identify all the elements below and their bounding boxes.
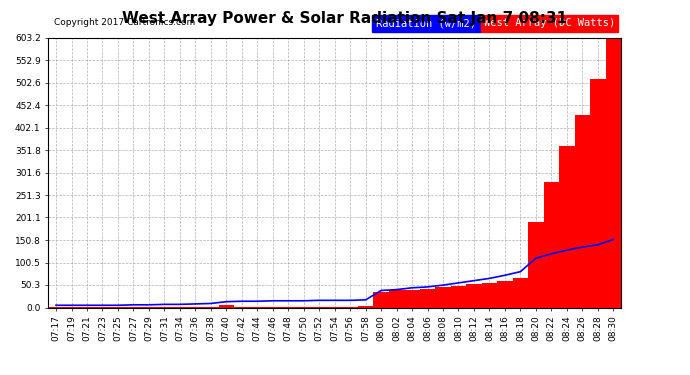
- FancyBboxPatch shape: [372, 15, 481, 32]
- Bar: [79, 307, 95, 308]
- Bar: [590, 79, 606, 308]
- Bar: [250, 307, 265, 308]
- Bar: [157, 307, 172, 308]
- Bar: [188, 307, 203, 308]
- Bar: [203, 307, 219, 308]
- Bar: [466, 284, 482, 308]
- Bar: [280, 307, 296, 308]
- Bar: [559, 146, 575, 308]
- FancyBboxPatch shape: [481, 15, 618, 32]
- Bar: [265, 307, 280, 308]
- Bar: [110, 307, 126, 308]
- Text: Copyright 2017 Cartronics.com: Copyright 2017 Cartronics.com: [54, 18, 195, 27]
- Bar: [311, 307, 327, 308]
- Bar: [358, 306, 373, 308]
- Bar: [528, 222, 544, 308]
- Bar: [420, 289, 435, 308]
- Bar: [342, 307, 358, 308]
- Bar: [219, 305, 234, 308]
- Bar: [327, 307, 342, 308]
- Bar: [63, 307, 79, 308]
- Bar: [172, 307, 188, 308]
- Bar: [497, 280, 513, 308]
- Bar: [404, 290, 420, 308]
- Bar: [575, 115, 590, 308]
- Bar: [126, 307, 141, 308]
- Bar: [389, 291, 404, 308]
- Bar: [48, 307, 63, 308]
- Bar: [482, 283, 497, 308]
- Bar: [451, 286, 466, 308]
- Bar: [95, 307, 110, 308]
- Bar: [435, 287, 451, 308]
- Bar: [513, 278, 528, 308]
- Bar: [296, 307, 311, 308]
- Text: West Array Power & Solar Radiation Sat Jan 7 08:31: West Array Power & Solar Radiation Sat J…: [122, 11, 568, 26]
- Text: Radiation (w/m2): Radiation (w/m2): [376, 18, 476, 28]
- Text: West Array (DC Watts): West Array (DC Watts): [484, 18, 615, 28]
- Bar: [544, 182, 559, 308]
- Bar: [141, 307, 157, 308]
- Bar: [373, 292, 389, 308]
- Bar: [234, 307, 250, 308]
- Bar: [606, 38, 621, 308]
